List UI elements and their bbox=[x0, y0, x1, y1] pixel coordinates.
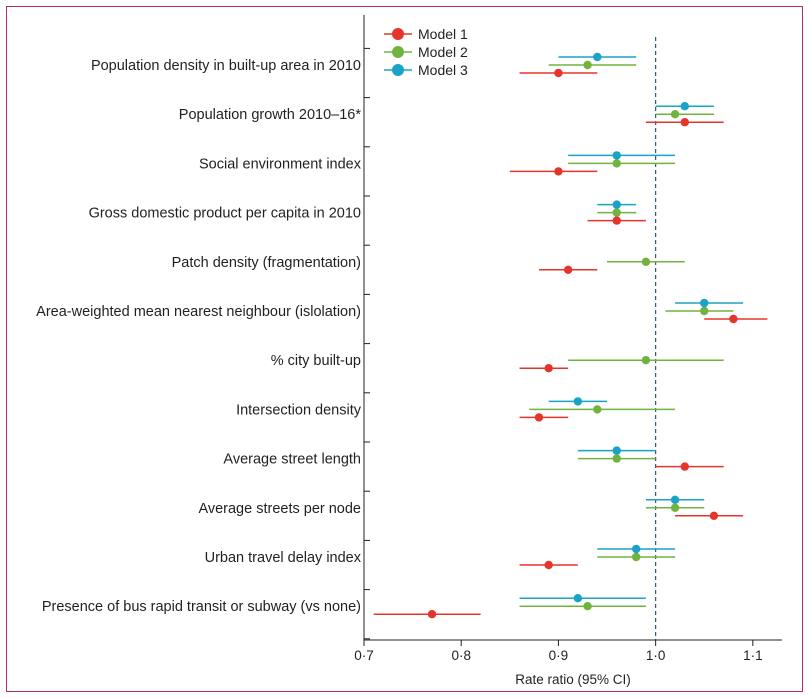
estimate-point-m2 bbox=[641, 356, 651, 365]
row-label: Area-weighted mean nearest neighbour (is… bbox=[36, 304, 361, 320]
estimate-point-m2 bbox=[631, 552, 641, 562]
estimate-point-m1 bbox=[680, 118, 689, 127]
row-label: Urban travel delay index bbox=[205, 550, 362, 566]
estimates bbox=[373, 52, 768, 619]
estimate-point-m2 bbox=[593, 405, 602, 414]
estimate-point-m1 bbox=[729, 314, 738, 324]
estimate-point-m1 bbox=[534, 413, 544, 422]
estimate-point-m3 bbox=[631, 544, 641, 554]
estimate-point-m3 bbox=[612, 151, 621, 160]
x-tick-label: 1·1 bbox=[743, 648, 763, 663]
estimate-point-m2 bbox=[670, 503, 680, 512]
estimate-point-m3 bbox=[680, 102, 689, 111]
estimate-point-m2 bbox=[583, 602, 592, 611]
estimate-point-m3 bbox=[700, 298, 709, 308]
estimate-point-m1 bbox=[427, 610, 437, 619]
estimate-point-m1 bbox=[563, 265, 573, 274]
estimate-point-m1 bbox=[544, 364, 553, 373]
legend-label: Model 1 bbox=[418, 26, 468, 42]
x-tick-label: 0·8 bbox=[451, 648, 471, 663]
x-tick-label: 0·7 bbox=[354, 648, 374, 663]
estimate-point-m2 bbox=[583, 60, 592, 70]
legend-swatch-dot bbox=[392, 46, 404, 58]
estimate-point-m1 bbox=[554, 68, 563, 78]
estimate-point-m2 bbox=[612, 454, 621, 463]
estimate-point-m1 bbox=[544, 560, 553, 570]
estimate-point-m1 bbox=[554, 167, 563, 176]
row-label: Patch density (fragmentation) bbox=[172, 255, 361, 271]
estimate-point-m2 bbox=[612, 159, 621, 168]
row-label: Average street length bbox=[223, 452, 361, 468]
x-tick-label: 0·9 bbox=[549, 648, 569, 663]
estimate-point-m2 bbox=[700, 306, 709, 316]
row-label: Population growth 2010–16* bbox=[179, 107, 362, 123]
legend-swatch-dot bbox=[392, 28, 404, 40]
estimate-point-m3 bbox=[612, 200, 621, 209]
x-tick-label: 1·0 bbox=[646, 648, 666, 663]
row-label: Gross domestic product per capita in 201… bbox=[89, 206, 361, 222]
x-axis-title: Rate ratio (95% CI) bbox=[515, 672, 631, 687]
row-label: Population density in built-up area in 2… bbox=[91, 58, 361, 74]
legend-label: Model 2 bbox=[418, 44, 468, 60]
legend-swatch-dot bbox=[392, 64, 404, 76]
row-label: Average streets per node bbox=[198, 501, 361, 517]
estimate-point-m1 bbox=[612, 216, 621, 225]
estimate-point-m3 bbox=[670, 495, 680, 504]
row-label: Social environment index bbox=[199, 156, 362, 172]
row-labels: Population density in built-up area in 2… bbox=[36, 58, 362, 615]
estimate-point-m3 bbox=[612, 446, 621, 455]
legend: Model 1 Model 2 Model 3 bbox=[384, 26, 468, 78]
estimate-point-m3 bbox=[573, 594, 583, 603]
x-axis: 0·7 0·8 0·9 1·0 1·1 Rate ratio (95% CI) bbox=[354, 639, 782, 687]
estimate-point-m1 bbox=[680, 462, 689, 471]
legend-label: Model 3 bbox=[418, 62, 468, 78]
estimate-point-m2 bbox=[641, 257, 651, 266]
estimate-point-m3 bbox=[593, 52, 602, 62]
row-label: % city built-up bbox=[271, 353, 361, 369]
figure-frame bbox=[6, 6, 803, 692]
estimate-point-m1 bbox=[709, 511, 719, 520]
estimate-point-m3 bbox=[573, 397, 583, 406]
estimate-point-m2 bbox=[670, 110, 680, 119]
estimate-point-m2 bbox=[612, 208, 621, 217]
row-label: Presence of bus rapid transit or subway … bbox=[42, 599, 361, 615]
row-label: Intersection density bbox=[236, 402, 362, 418]
reference-layer bbox=[363, 15, 657, 640]
